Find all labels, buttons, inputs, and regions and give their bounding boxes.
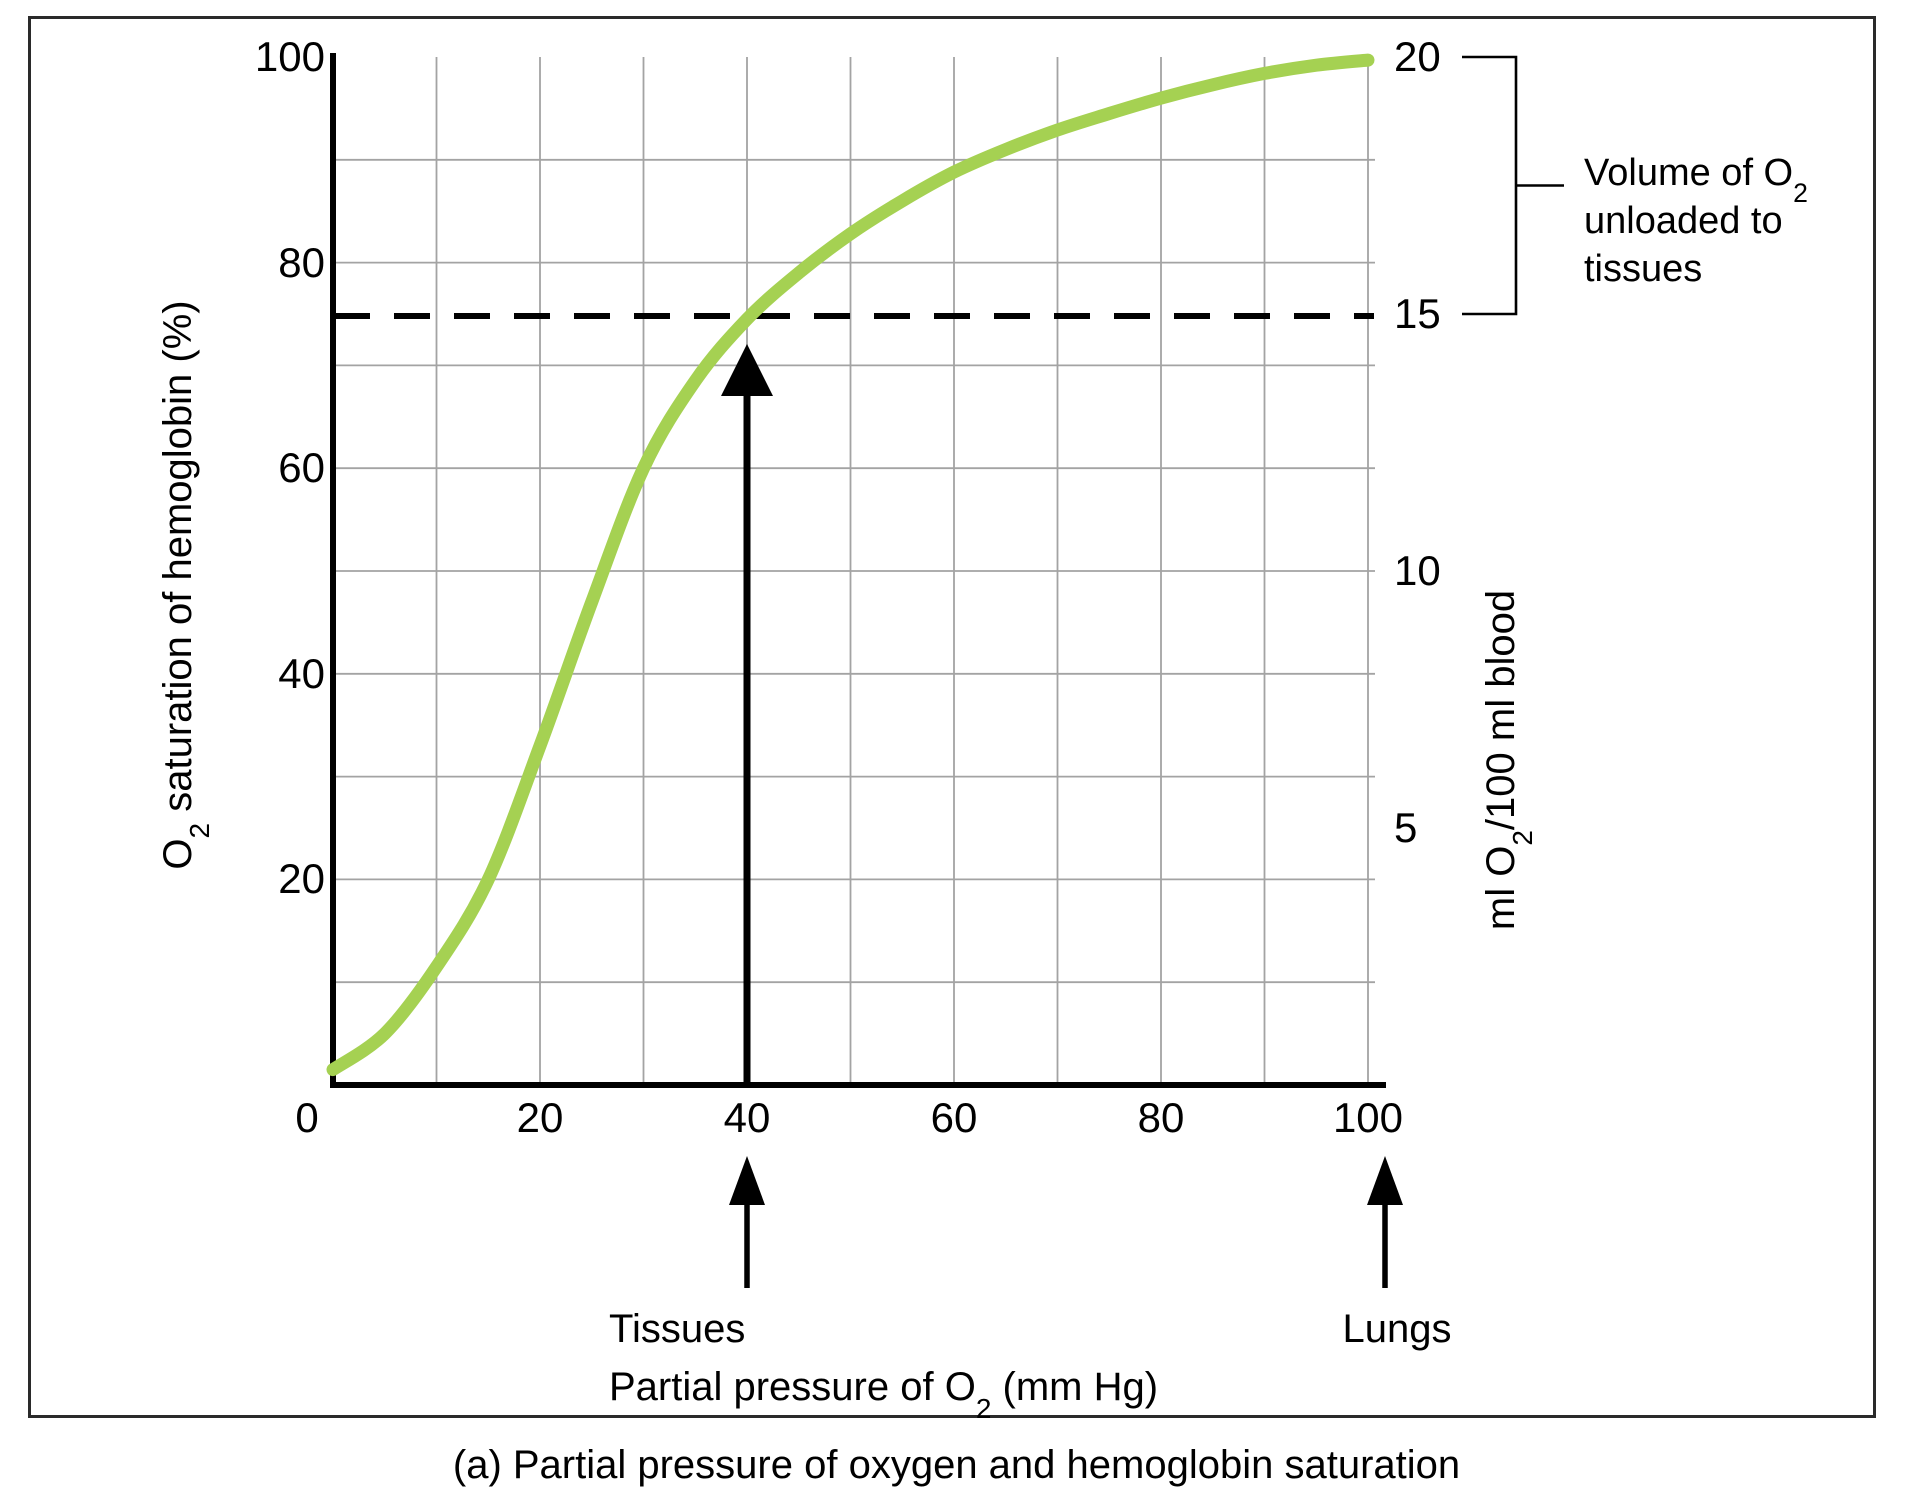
right-tick-label: 20 [1394,33,1441,80]
right-tick-label: 10 [1394,547,1441,594]
plot-arrow-head [721,344,773,396]
y-tick-label: 100 [254,33,325,80]
saturation-curve [326,53,1375,1077]
y-tick-label: 20 [278,855,325,903]
bracket-label-line-1: Volume of O2 [1584,150,1808,207]
x-tick-label: 40 [723,1094,771,1141]
x-tick-label: 80 [1137,1094,1185,1141]
x-axis-title-text-2: (mm Hg) [991,1365,1159,1409]
figure-border [28,16,1876,1418]
figure-caption: (a) Partial pressure of oxygen and hemog… [452,1443,1461,1487]
y-axis-title-text-2: saturation of hemoglobin (%) [156,300,200,823]
right-tick-label: 5 [1394,804,1418,851]
bracket-label-line-2: unloaded to [1584,199,1783,242]
right-axis-title-subscript: 2 [1507,830,1539,846]
tissues-label: Tissues [609,1307,746,1351]
right-axis-title: ml O2/100 ml blood [1479,589,1538,931]
y-axis-title: O2 saturation of hemoglobin (%) [156,300,215,870]
x-tick-label: 100 [1332,1094,1404,1141]
y-tick-label: 40 [278,649,325,697]
y-tick-label: 80 [278,238,325,286]
y-axis-title-text: O [156,838,200,870]
bracket-label: Volume of O2 unloaded to tissues [1584,150,1808,294]
x-tick-label: 0 [295,1094,319,1141]
x-axis-title-subscript: 2 [975,1393,992,1425]
x-axis-title: Partial pressure of O2 (mm Hg) [609,1365,1159,1423]
right-axis-title-text-2: /100 ml blood [1479,589,1523,831]
right-axis-title-text: ml O [1479,845,1523,931]
tissues-arrow-head [729,1156,765,1205]
y-axis-title-subscript: 2 [184,822,216,839]
bracket-label-text: Volume of O [1584,152,1794,194]
y-tick-label: 60 [278,444,325,492]
bracket [1462,55,1518,316]
x-axis-title-text: Partial pressure of O [609,1365,976,1409]
right-tick-label: 15 [1394,290,1441,337]
x-tick-label: 60 [930,1094,978,1141]
bracket-label-subscript: 2 [1793,178,1808,209]
lungs-arrow-head [1367,1156,1403,1205]
x-tick-label: 20 [516,1094,564,1141]
bracket-label-line-3: tissues [1584,247,1703,290]
lungs-label: Lungs [1342,1307,1452,1351]
